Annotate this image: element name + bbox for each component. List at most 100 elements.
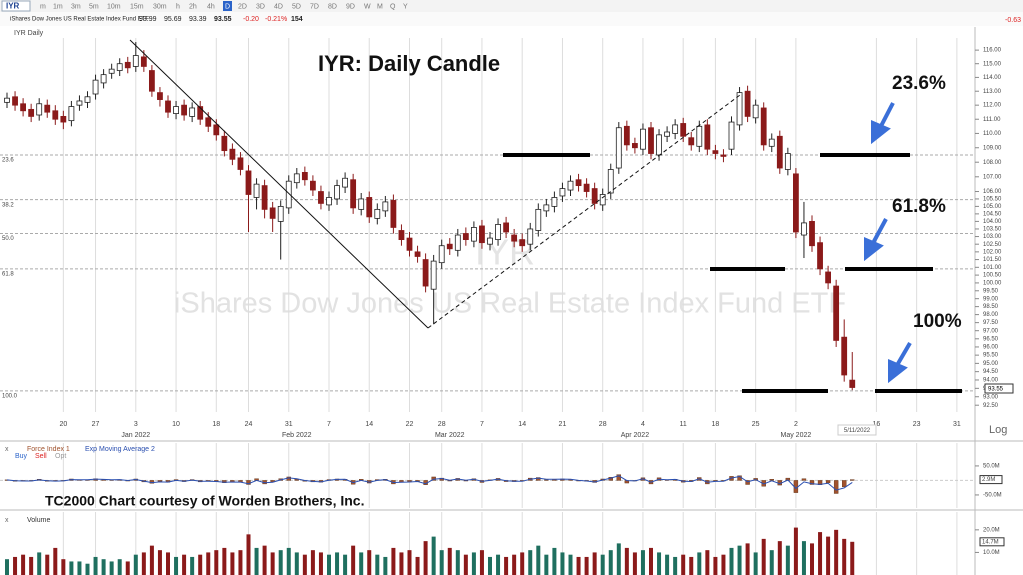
arrow-head [871, 119, 891, 145]
x-month-label: May 2022 [781, 432, 812, 439]
volume-bar [310, 550, 315, 575]
arrow [894, 341, 912, 369]
volume-bar [665, 554, 670, 575]
interval[interactable]: 3D [256, 3, 265, 10]
candle-body [52, 110, 59, 120]
candle-body [334, 185, 340, 200]
x-tick-label: 7 [327, 421, 331, 428]
volume-bar [415, 556, 420, 575]
x-tick-label: 18 [212, 421, 220, 428]
cursor-date-box [837, 424, 877, 436]
y-tick-label: 95.00 [983, 361, 999, 367]
volume-bar [842, 538, 847, 575]
interval[interactable]: 4h [207, 3, 215, 10]
candle-body [382, 201, 389, 212]
candle-body [793, 173, 799, 233]
volume-bar [294, 552, 299, 575]
candle-body [696, 125, 703, 147]
candle-body [583, 183, 590, 192]
x-tick-label: 25 [752, 421, 760, 428]
y-tick-label: 95.50 [983, 353, 999, 359]
interval[interactable]: m [40, 3, 46, 10]
x-month-label: Feb 2022 [282, 432, 312, 439]
candle-body [374, 208, 381, 219]
interval[interactable]: 2D [238, 3, 247, 10]
candle-body [511, 234, 518, 242]
interval[interactable]: Q [390, 3, 396, 10]
volume-bar [61, 559, 66, 575]
last-price: 93.55 [988, 387, 1004, 393]
volume-bar [141, 552, 146, 575]
quote-close: 93.55 [214, 16, 232, 23]
symbol[interactable]: IYR [6, 2, 20, 11]
interval[interactable]: 15m [130, 3, 144, 10]
cursor-date: 5/11/2022 [844, 428, 871, 434]
volume-bar [246, 534, 251, 575]
interval[interactable]: 5m [89, 3, 99, 10]
volume-bar [21, 554, 26, 575]
interval[interactable]: D [225, 3, 230, 10]
toolbar-change: -0.63 [1005, 17, 1021, 24]
scale-label[interactable]: Log [989, 424, 1007, 436]
volume-bar [149, 545, 154, 575]
candle-body [640, 128, 646, 150]
volume-bar [431, 536, 436, 575]
watermark-symbol: IYR [475, 232, 535, 273]
interval[interactable]: Y [403, 3, 408, 10]
interval[interactable]: 30m [153, 3, 167, 10]
volume-bar [584, 556, 589, 575]
volume-bar [391, 547, 396, 575]
trade-button[interactable]: Opt [55, 453, 66, 460]
candle-body [309, 180, 316, 191]
close-button[interactable]: x [5, 446, 9, 453]
volume-bar [721, 554, 726, 575]
interval[interactable]: 3m [71, 3, 81, 10]
candle-body [720, 154, 727, 157]
candle-body [784, 153, 791, 170]
interval[interactable]: W [364, 3, 371, 10]
interval[interactable]: 2h [189, 3, 197, 10]
arrow-head [864, 236, 884, 262]
x-tick-label: 23 [913, 421, 921, 428]
volume-bar [479, 550, 484, 575]
interval[interactable]: 4D [274, 3, 283, 10]
interval[interactable]: M [377, 3, 383, 10]
close-button[interactable]: x [5, 517, 9, 524]
candle-body [543, 204, 550, 212]
volume-bar [512, 554, 517, 575]
volume-bar [649, 547, 653, 575]
symbol-box[interactable] [1, 0, 31, 12]
force-bar [536, 477, 541, 481]
legend-entry: Force Index 1 [27, 446, 70, 453]
y-tick-label: 99.50 [983, 288, 999, 294]
interval[interactable]: 9D [346, 3, 355, 10]
trade-button[interactable]: Buy [15, 453, 28, 460]
credit: TC2000 Chart courtesy of Worden Brothers… [45, 493, 364, 509]
volume-bar [632, 552, 637, 575]
volume-bar [367, 550, 372, 575]
interval[interactable]: 5D [292, 3, 301, 10]
y-tick-label: 96.00 [983, 345, 999, 351]
interval[interactable]: 10m [107, 3, 121, 10]
trade-button[interactable]: Sell [35, 453, 47, 460]
candle-body [398, 230, 405, 241]
interval[interactable]: h [176, 3, 180, 10]
candle-body [213, 124, 220, 136]
y-tick-label: 97.50 [983, 320, 999, 326]
volume-bar [383, 556, 388, 575]
x-month-label: Mar 2022 [435, 432, 465, 439]
candle-body [849, 379, 856, 388]
interval[interactable]: 7D [310, 3, 319, 10]
volume-bar [117, 559, 122, 575]
candle-body [704, 124, 711, 150]
volume-bar [238, 550, 243, 575]
interval[interactable]: 8D [328, 3, 337, 10]
interval[interactable]: 1m [53, 3, 63, 10]
y-tick-label: 105.50 [983, 197, 1002, 203]
y-tick-label: 50.0M [983, 464, 1000, 470]
toolbar [0, 0, 1023, 12]
last-value-box [979, 475, 1003, 485]
candle-body [615, 127, 622, 169]
